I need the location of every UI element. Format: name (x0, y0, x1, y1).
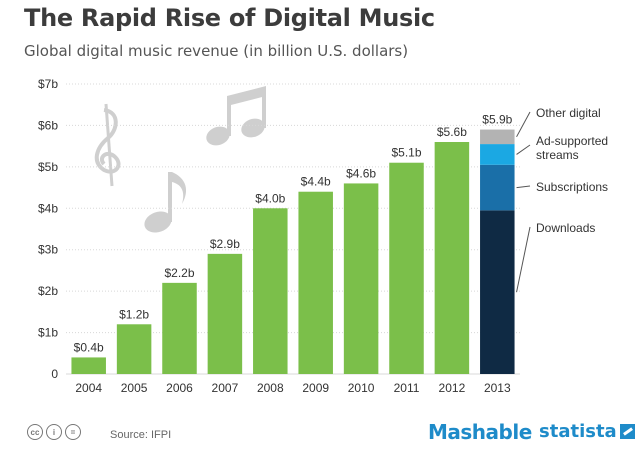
value-label: $5.1b (391, 146, 421, 160)
value-label: $2.2b (164, 266, 194, 280)
source-note: Source: IFPI (110, 429, 171, 441)
beamed-notes-icon (206, 86, 266, 146)
bar (434, 142, 470, 374)
statista-logo[interactable]: statista (539, 421, 617, 442)
x-tick-label: 2006 (166, 381, 193, 395)
mashable-logo[interactable]: Mashable (428, 420, 532, 444)
x-axis-labels: 2004 2005 2006 2007 2008 2009 2010 2011 2012 2013 (75, 381, 511, 395)
cc-icon: cc (27, 424, 43, 440)
x-tick-label: 2013 (484, 381, 511, 395)
bar (343, 183, 379, 374)
note-stem (227, 96, 231, 136)
y-tick-label: 0 (51, 367, 58, 381)
legend-label: Downloads (536, 221, 595, 235)
by-icon: i (46, 424, 62, 440)
x-tick-label: 2005 (121, 381, 148, 395)
bar-segment-downloads (480, 210, 515, 374)
legend-leader-line (516, 185, 531, 189)
x-tick-label: 2009 (302, 381, 329, 395)
x-tick-label: 2012 (439, 381, 466, 395)
note-stem (168, 172, 172, 222)
value-labels: $0.4b $1.2b $2.2b $2.9b $4.0b $4.4b $4.6b $5.1b… (74, 113, 513, 355)
x-tick-label: 2010 (348, 381, 375, 395)
bar (116, 324, 152, 374)
note-head (206, 126, 230, 146)
x-tick-label: 2011 (394, 381, 420, 395)
value-label: $5.9b (482, 113, 512, 127)
note-beam (227, 86, 266, 106)
y-tick-label: $2b (38, 284, 58, 298)
note-stem (262, 88, 266, 128)
x-tick-label: 2008 (257, 381, 284, 395)
bar (389, 162, 424, 374)
treble-clef-shape (94, 103, 121, 187)
y-tick-label: $3b (38, 243, 58, 257)
bars (71, 129, 515, 374)
y-tick-label: $6b (38, 118, 58, 132)
value-label: $4.6b (346, 166, 376, 180)
bar-segment-ad-supported-streams (480, 144, 515, 165)
bar-segment-other-digital (480, 129, 515, 145)
chart-title: The Rapid Rise of Digital Music (24, 4, 435, 32)
bar (71, 357, 106, 374)
value-label: $0.4b (74, 340, 104, 354)
statista-mark-icon (620, 424, 635, 439)
music-notes-decoration: 𝄞 (94, 86, 266, 233)
x-tick-label: 2007 (212, 381, 239, 395)
bar (162, 282, 197, 374)
source-value: IFPI (150, 429, 172, 441)
license-badges: cc i = (27, 424, 81, 440)
legend-label: Ad-supported (536, 134, 608, 148)
y-tick-label: $5b (38, 160, 58, 174)
bar (298, 191, 333, 374)
value-label: $2.9b (210, 237, 240, 251)
chart-subtitle: Global digital music revenue (in billion… (24, 42, 409, 60)
source-label: Source: (110, 429, 148, 441)
bar (207, 253, 243, 374)
bar-segment-subscriptions (480, 164, 515, 211)
value-label: $1.2b (119, 307, 149, 321)
x-tick-label: 2004 (75, 381, 102, 395)
legend-label: streams (536, 148, 579, 162)
clef-curve (94, 108, 121, 174)
y-tick-label: $1b (38, 326, 58, 340)
clef-line (104, 103, 114, 187)
legend-label: Subscriptions (536, 180, 608, 194)
value-label: $5.6b (437, 125, 467, 139)
note-flag (172, 172, 187, 204)
value-label: $4.4b (301, 175, 331, 189)
eighth-note-icon (144, 172, 187, 233)
equal-icon: = (65, 424, 81, 440)
legend-label: Other digital (536, 106, 601, 120)
legend-leader-line (516, 226, 531, 293)
y-axis-labels: 0 $1b $2b $3b $4b $5b $6b $7b (38, 77, 58, 381)
note-head (144, 211, 172, 233)
value-label: $4.0b (255, 191, 285, 205)
bar (253, 208, 288, 374)
y-tick-label: $4b (38, 201, 58, 215)
note-head (241, 118, 265, 138)
legend-leader-line (516, 144, 531, 155)
legend-leader-line (516, 111, 531, 138)
y-tick-label: $7b (38, 77, 58, 91)
